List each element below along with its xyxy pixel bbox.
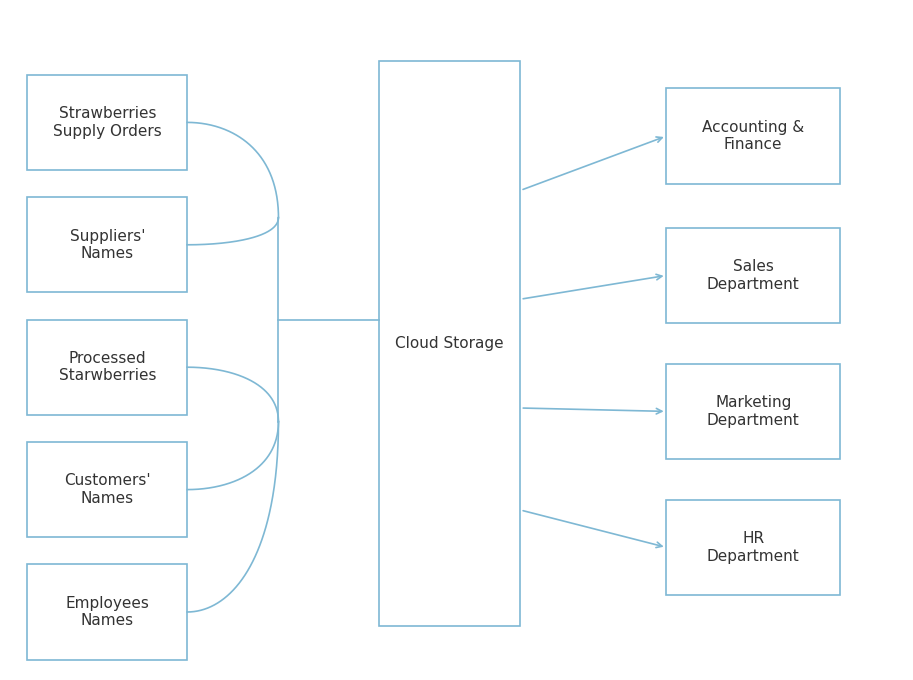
Text: Strawberries
Supply Orders: Strawberries Supply Orders — [53, 106, 162, 139]
Text: Customers'
Names: Customers' Names — [64, 473, 151, 506]
Text: Processed
Starwberries: Processed Starwberries — [58, 351, 156, 384]
Text: Suppliers'
Names: Suppliers' Names — [69, 228, 145, 261]
Text: Accounting &
Finance: Accounting & Finance — [702, 120, 804, 152]
Text: Marketing
Department: Marketing Department — [707, 395, 800, 428]
Text: Sales
Department: Sales Department — [707, 259, 800, 292]
Text: Employees
Names: Employees Names — [66, 596, 149, 628]
Text: Cloud Storage: Cloud Storage — [395, 336, 504, 351]
Text: HR
Department: HR Department — [707, 531, 800, 564]
